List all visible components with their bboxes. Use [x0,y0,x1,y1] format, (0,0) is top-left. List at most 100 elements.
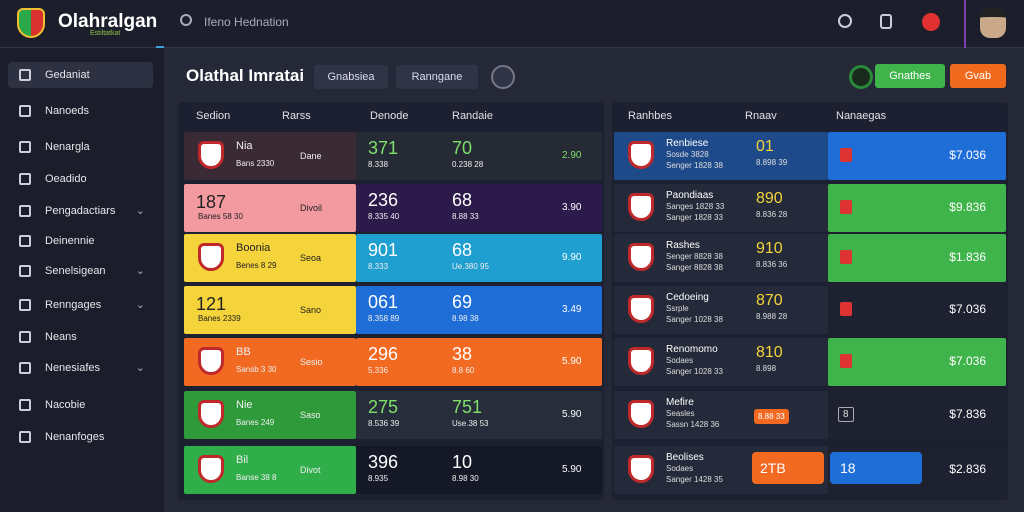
top-bar: Olahralgan Estiltatkat Ifeno Hednation [0,0,1024,48]
team-emblem [198,243,224,271]
sidebar: Gedaniat Nanoeds Nenargla Oeadido Pengadacti… [0,48,164,512]
stat-sub: 8.836 36 [756,260,788,269]
table-row[interactable]: Nia Bans 2330 Dane 371 8.338 70 0.238 28 2.90 [184,132,602,180]
stat-main: 396 [368,452,399,472]
stat-sub: 8.88 33 [452,212,479,221]
chevron: ⌄ [135,205,145,217]
price: $7.036 [949,302,986,316]
nav-icon [19,235,31,247]
badge-icon [840,302,852,316]
nav-item[interactable]: Nanoeds [8,98,153,124]
stat-sub: 8.988 28 [756,312,788,321]
team-name: Beolises [666,452,704,463]
team-name: Nia [236,140,253,152]
team-rank: 121 [196,294,227,314]
stat-main: 69 [452,292,473,312]
price: $7.036 [949,148,986,162]
table-row[interactable]: Renomomo Sodaes Sanger 1028 33 810 8.898 $7.0… [614,338,1006,386]
stat-right: 9.90 [562,252,582,263]
nav-icon [19,173,31,185]
stat-sub: 8.935 [368,474,389,483]
team-tag: Sesio [300,357,323,367]
table-row[interactable]: Renbiese Sosde 3828 Senger 1828 38 01 8.898 … [614,132,1006,180]
team-emblem [628,295,654,323]
nav-item[interactable]: Pengadactiars ⌄ [8,198,153,224]
action-button[interactable]: Gvab [950,64,1006,88]
search-input[interactable]: Ifeno Hednation [204,15,289,29]
nav-item[interactable]: Gedaniat [8,62,153,88]
nav-item[interactable]: Nenesiafes ⌄ [8,355,153,381]
stats-cell [356,446,602,494]
column-header: Denode [370,110,409,122]
nav-label: Nenanfoges [45,431,105,443]
team-tag: Dane [300,151,322,161]
notifications[interactable] [880,14,892,29]
team-tag: Sano [300,305,322,315]
badge: 8.88 33 [754,409,789,424]
nav-item[interactable]: Senelsigean ⌄ [8,258,153,284]
team-emblem [198,455,224,483]
team-sub: Sansb 3 30 [236,365,277,374]
action-button[interactable]: Gnathes [875,64,945,88]
table-row[interactable]: 121 Banes 2339 Sano 061 8.358 89 69 8.98 38 3.4… [184,286,602,334]
team-name: Mefire [666,397,694,408]
nav-item[interactable]: Nenargla [8,134,153,160]
stat-main: 70 [452,138,473,158]
price: $2.836 [949,462,986,476]
stat-sub: 8.836 28 [756,210,788,219]
team-name: Renbiese [666,138,709,149]
avatar[interactable] [980,8,1006,38]
team-name: Bil [236,454,249,466]
stat-sub: 5.336 [368,366,389,375]
nav-label: Senelsigean [45,265,106,277]
stat-sub: 8.8 60 [452,366,475,375]
nav-icon [19,265,31,277]
nav-label: Nacobie [45,399,86,411]
table-row[interactable]: Nie Banes 249 Saso 275 8.536 39 751 Use.38 53 5… [184,391,602,439]
nav-item[interactable]: Oeadido [8,166,153,192]
team-sub: Sodaes [666,464,694,473]
nav-item[interactable]: Deinennie [8,228,153,254]
nav-item[interactable]: Neans [8,324,153,350]
badge: 8 [838,407,854,422]
table-row[interactable]: BB Sansb 3 30 Sesio 296 5.336 38 8.8 60 5.90 [184,338,602,386]
search-button[interactable] [838,14,852,28]
tab[interactable]: Gnabsiea [314,65,388,89]
toggle[interactable] [849,65,873,89]
stat-main: 901 [368,240,399,260]
nav-label: Renngages [45,299,102,311]
stat-main: 371 [368,138,399,158]
stat-sub: 8.98 30 [452,474,479,483]
badge: 18 [830,452,922,484]
table-row[interactable]: 187 Banes 58 30 Divoil 236 8.335 40 68 8.88 33… [184,184,602,232]
table-row[interactable]: Mefire Seasles Sassn 1428 36 8.88 33 8 $7.836 [614,391,1006,439]
price: $7.036 [949,354,986,368]
badge-icon [840,200,852,214]
chevron: ⌄ [135,299,145,311]
table-row[interactable]: Cedoeing Ssrple Sanger 1028 38 870 8.988 28 $… [614,286,1006,334]
nav-item[interactable]: Renngages ⌄ [8,292,153,318]
alerts[interactable] [922,13,940,31]
team-rank: 187 [196,192,227,212]
stat-sub: 8.898 39 [756,158,788,167]
nav-item[interactable]: Nenanfoges [8,424,153,450]
table-row[interactable]: Rashes Senger 8828 38 Sanger 8828 38 910 8.8… [614,234,1006,282]
table-row[interactable]: Paondiaas Sanges 1828 33 Sanger 1828 33 890… [614,184,1006,232]
team-sub: Sodaes [666,356,694,365]
search-icon[interactable] [180,14,192,26]
table-row[interactable]: Boonia Benes 8 29 Seoa 901 8.333 68 Ue.380 95 9… [184,234,602,282]
stat-sub: 8.358 89 [368,314,400,323]
tab[interactable]: Ranngane [396,65,478,89]
table-row[interactable]: Beolises Sodaes Sanger 1428 35 2TB 18 $2.836 [614,446,1006,494]
team-emblem [198,400,224,428]
brand-sub: Estiltatkat [90,30,121,37]
nav-item[interactable]: Nacobie [8,392,153,418]
table-row[interactable]: Bil Banse 38 8 Divot 396 8.935 10 8.98 30 5.90 [184,446,602,494]
team-name: Renomomo [666,344,718,355]
stat-sub: Use.38 53 [452,419,489,428]
team-sub: Sanger 8828 38 [666,263,723,272]
nav-label: Pengadactiars [45,205,116,217]
settings-button[interactable] [491,65,515,89]
price-cell [828,391,1006,439]
nav-icon [19,331,31,343]
